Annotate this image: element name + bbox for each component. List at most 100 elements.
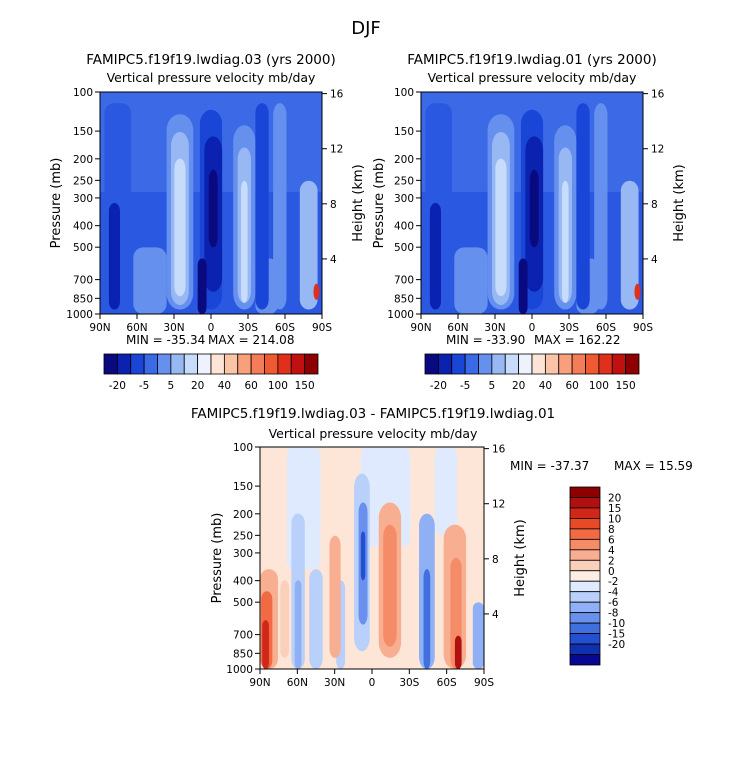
colorbar-label: 60 (244, 380, 257, 392)
colorbar-swatch (264, 353, 279, 375)
colorbar-swatch (437, 353, 453, 375)
colorbar-swatch (304, 353, 319, 375)
colorbar-swatch (531, 353, 546, 375)
colorbar-label: 40 (218, 380, 231, 392)
colorbar-swatch (569, 549, 601, 561)
min-label: MIN = -33.90 (446, 333, 525, 347)
panel-subtitle: Vertical pressure velocity mb/day (107, 70, 316, 85)
panel-title: FAMIPC5.f19f19.lwdiag.03 - FAMIPC5.f19f1… (191, 406, 555, 422)
ascent-region (197, 258, 207, 314)
y-tick-label: 1000 (387, 309, 414, 321)
x-tick-label: 60S (437, 677, 457, 689)
heatmap-plot-area (259, 446, 485, 670)
colorbar-swatch (130, 353, 145, 375)
colorbar-label: -4 (608, 587, 619, 599)
x-tick-label: 60N (287, 677, 308, 689)
y-tick-label: 1000 (226, 664, 253, 676)
descent-region (174, 158, 186, 297)
positive-region (329, 535, 341, 658)
colorbar-swatch (569, 570, 601, 582)
y-tick-label: 850 (73, 293, 93, 305)
x-tick-label: 90S (474, 677, 494, 689)
x-tick-label: 90S (633, 322, 653, 334)
colorbar-swatch (569, 612, 601, 624)
colorbar-label: 5 (168, 380, 175, 392)
y-tick-label: 400 (233, 576, 253, 588)
colorbar-swatch (250, 353, 265, 375)
descent-region (454, 247, 488, 314)
colorbar-swatch (210, 353, 225, 375)
y-tick-label: 150 (73, 126, 93, 138)
y-axis-label-right: Height (km) (513, 519, 528, 596)
heatmap-fields (100, 92, 322, 314)
colorbar-swatch (571, 353, 586, 375)
y-tick-label: 850 (394, 293, 414, 305)
colorbar-label: -2 (608, 576, 618, 588)
y-tick-label: 250 (73, 175, 93, 187)
ascent-region (576, 103, 590, 310)
colorbar-swatch (103, 353, 118, 375)
y-tick-label: 700 (73, 275, 93, 287)
y-tick-label: 250 (394, 175, 414, 187)
heatmap-fields (421, 92, 643, 314)
x-tick-label: 60S (275, 322, 295, 334)
y-tick-label: 200 (233, 509, 253, 521)
y-tick-label-right: 16 (651, 89, 665, 101)
descent-region (133, 247, 167, 314)
y-tick-label: 700 (394, 275, 414, 287)
x-tick-label: 90N (89, 322, 110, 334)
y-tick-label: 200 (73, 154, 93, 166)
colorbar-swatch (569, 559, 601, 572)
colorbar-label: 0 (608, 566, 615, 578)
colorbar-swatch (569, 643, 601, 655)
x-tick-label: 90S (312, 322, 332, 334)
colorbar-label: -20 (608, 639, 625, 651)
ascent-region (208, 169, 218, 248)
colorbar-swatch (424, 353, 439, 375)
ascent-region (255, 103, 269, 310)
min-label: MIN = -35.34 (126, 333, 205, 347)
heatmap-fields (260, 447, 484, 669)
y-axis-label: Pressure (mb) (210, 513, 225, 604)
colorbar-swatch (569, 591, 601, 603)
page-title: DJF (351, 18, 381, 39)
colorbar-swatch (157, 353, 172, 375)
max-spot (313, 283, 320, 300)
colorbar-swatch (569, 622, 601, 634)
panel-bottom-diff: FAMIPC5.f19f19.lwdiag.03 - FAMIPC5.f19f1… (191, 406, 693, 689)
colorbar-swatch (569, 538, 601, 551)
x-tick-label: 30N (484, 322, 505, 334)
max-label: MAX = 15.59 (614, 459, 693, 473)
x-tick-label: 30N (163, 322, 184, 334)
y-tick-label: 850 (233, 648, 253, 660)
x-tick-label: 0 (208, 322, 215, 334)
ascent-region (108, 203, 120, 310)
colorbar-swatch (237, 353, 252, 375)
y-tick-label-right: 16 (330, 89, 344, 101)
colorbar-swatch (569, 601, 601, 614)
y-tick-label: 100 (233, 442, 253, 454)
y-axis-label-right: Height (km) (351, 164, 366, 241)
descent-region (620, 180, 639, 310)
heatmap-plot-area (420, 91, 644, 315)
panel-top-left: FAMIPC5.f19f19.lwdiag.03 (yrs 2000) Vert… (49, 52, 366, 392)
x-tick-label: 90N (410, 322, 431, 334)
colorbar-label: -10 (608, 618, 625, 630)
colorbar-swatch (569, 497, 601, 509)
colorbar-swatch (290, 353, 306, 375)
y-axis-label: Pressure (mb) (49, 158, 64, 249)
colorbar-label: 2 (608, 555, 615, 567)
colorbar-label: -6 (608, 597, 619, 609)
y-tick-label-right: 12 (651, 144, 664, 156)
colorbar-swatch (585, 353, 600, 375)
x-tick-label: 90N (249, 677, 270, 689)
colorbar-swatch (170, 353, 185, 375)
colorbar-label: -20 (109, 380, 126, 392)
y-tick-label: 400 (394, 221, 414, 233)
ascent-region (518, 258, 528, 314)
max-spot (634, 283, 641, 300)
x-tick-label: 0 (369, 677, 376, 689)
y-tick-label: 700 (233, 630, 253, 642)
y-axis-label-right: Height (km) (672, 164, 687, 241)
